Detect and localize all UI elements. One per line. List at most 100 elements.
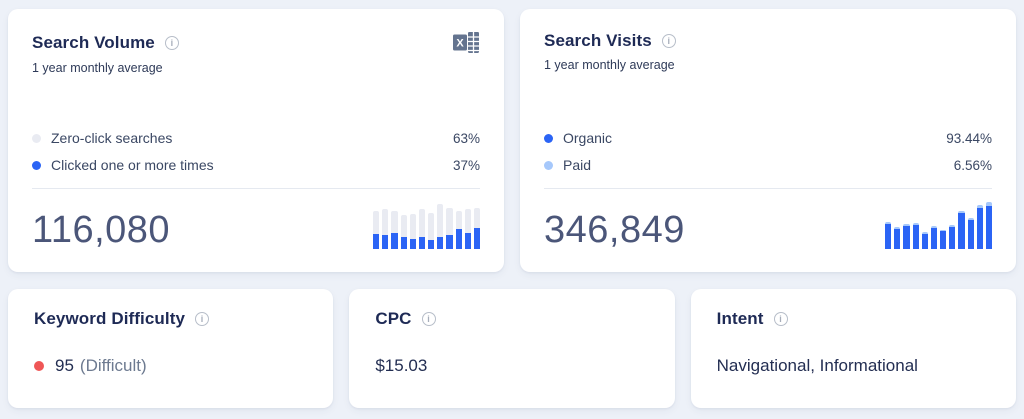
chart-bar-segment — [391, 233, 398, 249]
paid-dot-icon — [544, 160, 553, 170]
chart-bar — [940, 201, 947, 249]
chart-bar — [428, 201, 435, 249]
chart-bar-segment — [473, 227, 481, 249]
chart-bar — [958, 201, 965, 249]
chart-bar-segment — [437, 236, 444, 249]
chart-bar — [967, 201, 974, 249]
chart-bar — [930, 201, 938, 249]
svg-text:X: X — [456, 38, 464, 50]
keyword-difficulty-title: Keyword Difficulty — [34, 309, 186, 328]
info-icon[interactable]: i — [773, 312, 788, 326]
legend-row-zero-click: Zero-click searches 63% — [32, 130, 480, 146]
chart-bar-segment — [912, 223, 919, 225]
chart-bar-segment — [976, 208, 983, 249]
search-visits-chart — [885, 201, 993, 249]
info-icon[interactable]: i — [195, 312, 210, 326]
search-volume-total: 116,080 — [32, 209, 171, 252]
chart-bar-segment — [418, 237, 426, 249]
legend-row-paid: Paid 6.56% — [544, 157, 992, 173]
keyword-difficulty-value-row: 95 (Difficult) — [34, 356, 307, 376]
chart-bar-segment — [894, 226, 901, 229]
chart-bar-segment — [940, 231, 947, 249]
chart-bar-segment — [446, 235, 453, 249]
excel-export-icon[interactable]: X — [453, 31, 480, 54]
chart-bar-segment — [949, 226, 956, 249]
search-volume-subtitle: 1 year monthly average — [32, 61, 163, 75]
search-visits-legend: Organic 93.44% Paid 6.56% — [544, 130, 992, 173]
chart-bar-segment — [940, 229, 947, 232]
info-icon[interactable]: i — [661, 34, 676, 48]
keyword-difficulty-header: Keyword Difficulty i — [34, 309, 307, 329]
chart-bar — [949, 201, 956, 249]
chart-bar-segment — [985, 205, 993, 249]
chart-bar-segment — [373, 234, 380, 249]
legend-label: Clicked one or more times — [51, 157, 214, 173]
divider — [32, 188, 480, 189]
chart-bar-segment — [894, 228, 901, 249]
chart-bar-segment — [382, 208, 389, 236]
legend-label: Zero-click searches — [51, 130, 173, 146]
search-volume-title: Search Volume — [32, 32, 155, 52]
chart-bar — [894, 201, 901, 249]
chart-bar-segment — [446, 207, 453, 236]
chart-bar-segment — [400, 215, 407, 238]
cpc-card: CPC i $15.03 — [349, 289, 675, 408]
chart-bar — [409, 201, 416, 249]
info-icon[interactable]: i — [421, 312, 436, 326]
clicked-dot-icon — [32, 160, 41, 170]
legend-row-organic: Organic 93.44% — [544, 130, 992, 146]
legend-value: 63% — [452, 130, 480, 146]
search-volume-legend: Zero-click searches 63% Clicked one or m… — [32, 130, 480, 173]
intent-title: Intent — [716, 309, 764, 328]
chart-bar-segment — [464, 209, 471, 234]
chart-bar — [464, 201, 471, 249]
search-visits-subtitle: 1 year monthly average — [544, 58, 675, 72]
chart-bar-segment — [428, 212, 435, 241]
legend-label: Organic — [563, 130, 613, 146]
legend-row-clicked: Clicked one or more times 37% — [32, 157, 480, 173]
chart-bar-segment — [903, 224, 910, 226]
keyword-difficulty-score: 95 — [55, 356, 74, 375]
chart-bar-segment — [903, 225, 910, 249]
cpc-value: $15.03 — [375, 356, 428, 375]
chart-bar — [903, 201, 910, 249]
divider — [544, 188, 992, 189]
cpc-value-row: $15.03 — [375, 356, 648, 376]
chart-bar-segment — [455, 229, 462, 249]
search-volume-header: Search Volume i X — [32, 31, 480, 54]
chart-bar — [985, 201, 993, 249]
intent-header: Intent i — [717, 309, 990, 329]
search-volume-card: Search Volume i X 1 year monthly average… — [8, 9, 504, 272]
chart-bar-segment — [885, 224, 892, 249]
organic-dot-icon — [544, 133, 553, 143]
search-visits-total: 346,849 — [544, 209, 685, 252]
chart-bar-segment — [921, 232, 928, 234]
chart-bar-segment — [921, 233, 928, 249]
search-visits-bottom: 346,849 — [544, 201, 993, 252]
chart-bar — [382, 201, 389, 249]
info-icon[interactable]: i — [164, 35, 179, 50]
chart-bar-segment — [391, 211, 398, 234]
metrics-bottom-row: Keyword Difficulty i 95 (Difficult) CPC … — [8, 289, 1016, 408]
chart-bar — [418, 201, 426, 249]
chart-bar-segment — [976, 205, 983, 209]
chart-bar-segment — [930, 227, 938, 249]
chart-bar-segment — [382, 235, 389, 249]
difficulty-dot-icon — [34, 361, 44, 371]
chart-bar-segment — [473, 207, 481, 228]
chart-bar-segment — [967, 217, 974, 221]
search-volume-bottom: 116,080 — [32, 201, 481, 252]
legend-value: 6.56% — [953, 157, 992, 173]
chart-bar-segment — [455, 211, 462, 230]
chart-bar-segment — [958, 210, 965, 214]
chart-bar-segment — [409, 239, 416, 249]
intent-value: Navigational, Informational — [716, 356, 918, 375]
cpc-header: CPC i — [375, 309, 648, 329]
search-volume-chart — [373, 201, 481, 249]
chart-bar-segment — [418, 209, 426, 238]
chart-bar — [373, 201, 380, 249]
chart-bar-segment — [464, 233, 471, 249]
chart-bar-segment — [985, 202, 993, 206]
chart-bar — [400, 201, 407, 249]
chart-bar-segment — [949, 225, 956, 227]
